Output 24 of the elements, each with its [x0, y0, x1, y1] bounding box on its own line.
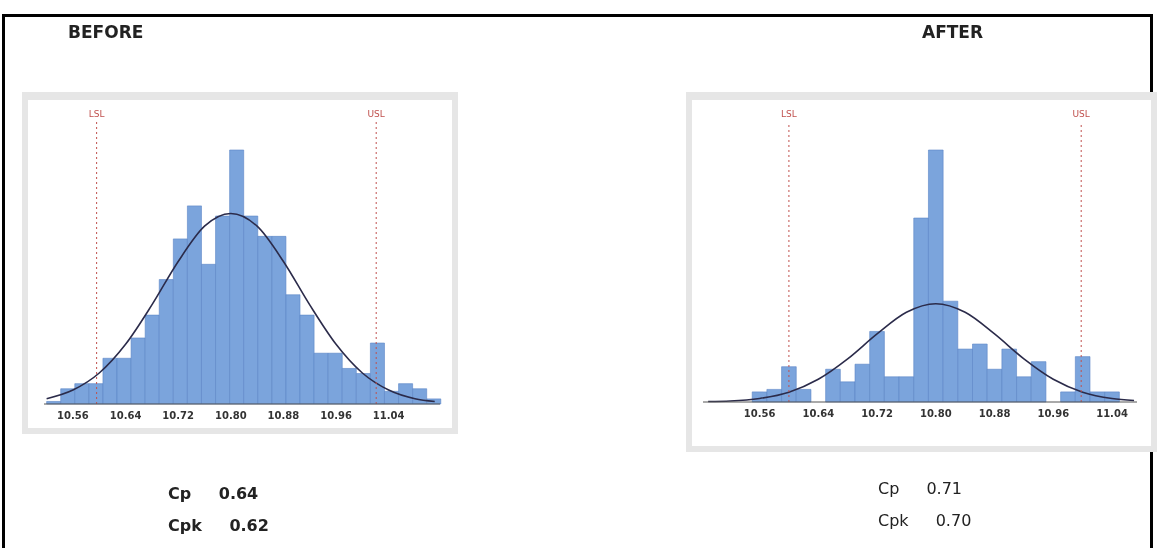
text: Cp 0.71 — [878, 478, 964, 500]
x-tick-label: 10.64 — [802, 408, 835, 420]
ref-line-label: LSL — [781, 109, 797, 119]
ref-line-label: USL — [1072, 109, 1090, 119]
text: Cpk 0.70 — [878, 510, 972, 532]
x-tick-label: 10.56 — [57, 410, 89, 422]
x-tick-label: 10.96 — [320, 410, 352, 422]
x-tick-label: 10.80 — [919, 408, 952, 420]
x-tick-label: 10.72 — [162, 410, 195, 422]
x-tick-label: 11.04 — [1096, 408, 1128, 420]
x-tick-label: 10.56 — [743, 408, 776, 420]
text: Cp 0.64 — [168, 483, 260, 505]
x-tick-label: 10.88 — [978, 408, 1011, 420]
text: Cpk 0.62 — [168, 515, 269, 537]
x-tick-label: 10.64 — [109, 410, 142, 422]
x-tick-label: 11.04 — [372, 410, 405, 422]
chart-title: BEFORE — [68, 22, 144, 42]
x-tick-label: 10.88 — [267, 410, 300, 422]
ref-line-label: LSL — [88, 109, 105, 119]
x-tick-label: 10.72 — [861, 408, 893, 420]
x-tick-label: 10.80 — [215, 410, 247, 422]
chart-title: AFTER — [922, 22, 984, 42]
x-tick-label: 10.96 — [1037, 408, 1070, 420]
ref-line-label: USL — [367, 109, 385, 119]
